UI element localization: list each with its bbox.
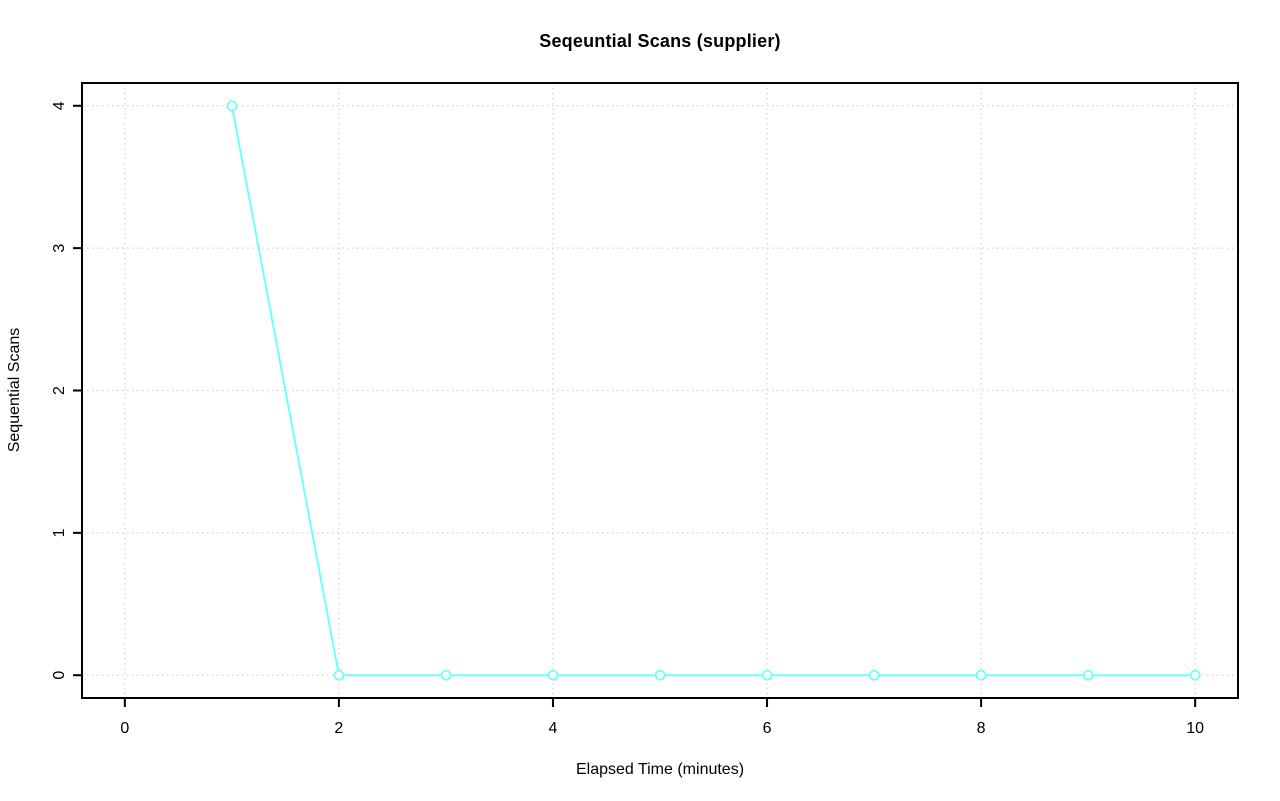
y-tick-label: 4	[51, 101, 68, 110]
data-point-marker	[868, 669, 880, 681]
x-tick-label: 8	[977, 720, 986, 737]
data-point-marker	[440, 669, 452, 681]
x-axis-title: Elapsed Time (minutes)	[575, 761, 745, 778]
data-point-marker	[333, 669, 345, 681]
series-line	[230, 104, 1197, 677]
y-tick-label: 3	[51, 244, 68, 253]
y-tick-label: 1	[51, 528, 68, 537]
data-point-marker	[1082, 669, 1094, 681]
data-point-marker	[547, 669, 559, 681]
data-point-marker	[761, 669, 773, 681]
plot-border	[81, 82, 1239, 699]
y-tick-label: 0	[51, 671, 68, 680]
x-tick-label: 2	[334, 720, 343, 737]
data-point-marker	[1189, 669, 1201, 681]
x-tick-label: 6	[763, 720, 772, 737]
data-point-marker	[975, 669, 987, 681]
chart-title: Seqeuntial Scans (supplier)	[539, 31, 781, 51]
data-point-marker	[226, 100, 238, 112]
x-tick-label: 0	[120, 720, 129, 737]
x-tick-label: 10	[1186, 720, 1204, 737]
x-tick-label: 4	[549, 720, 558, 737]
data-point-marker	[654, 669, 666, 681]
y-tick-label: 2	[51, 386, 68, 395]
